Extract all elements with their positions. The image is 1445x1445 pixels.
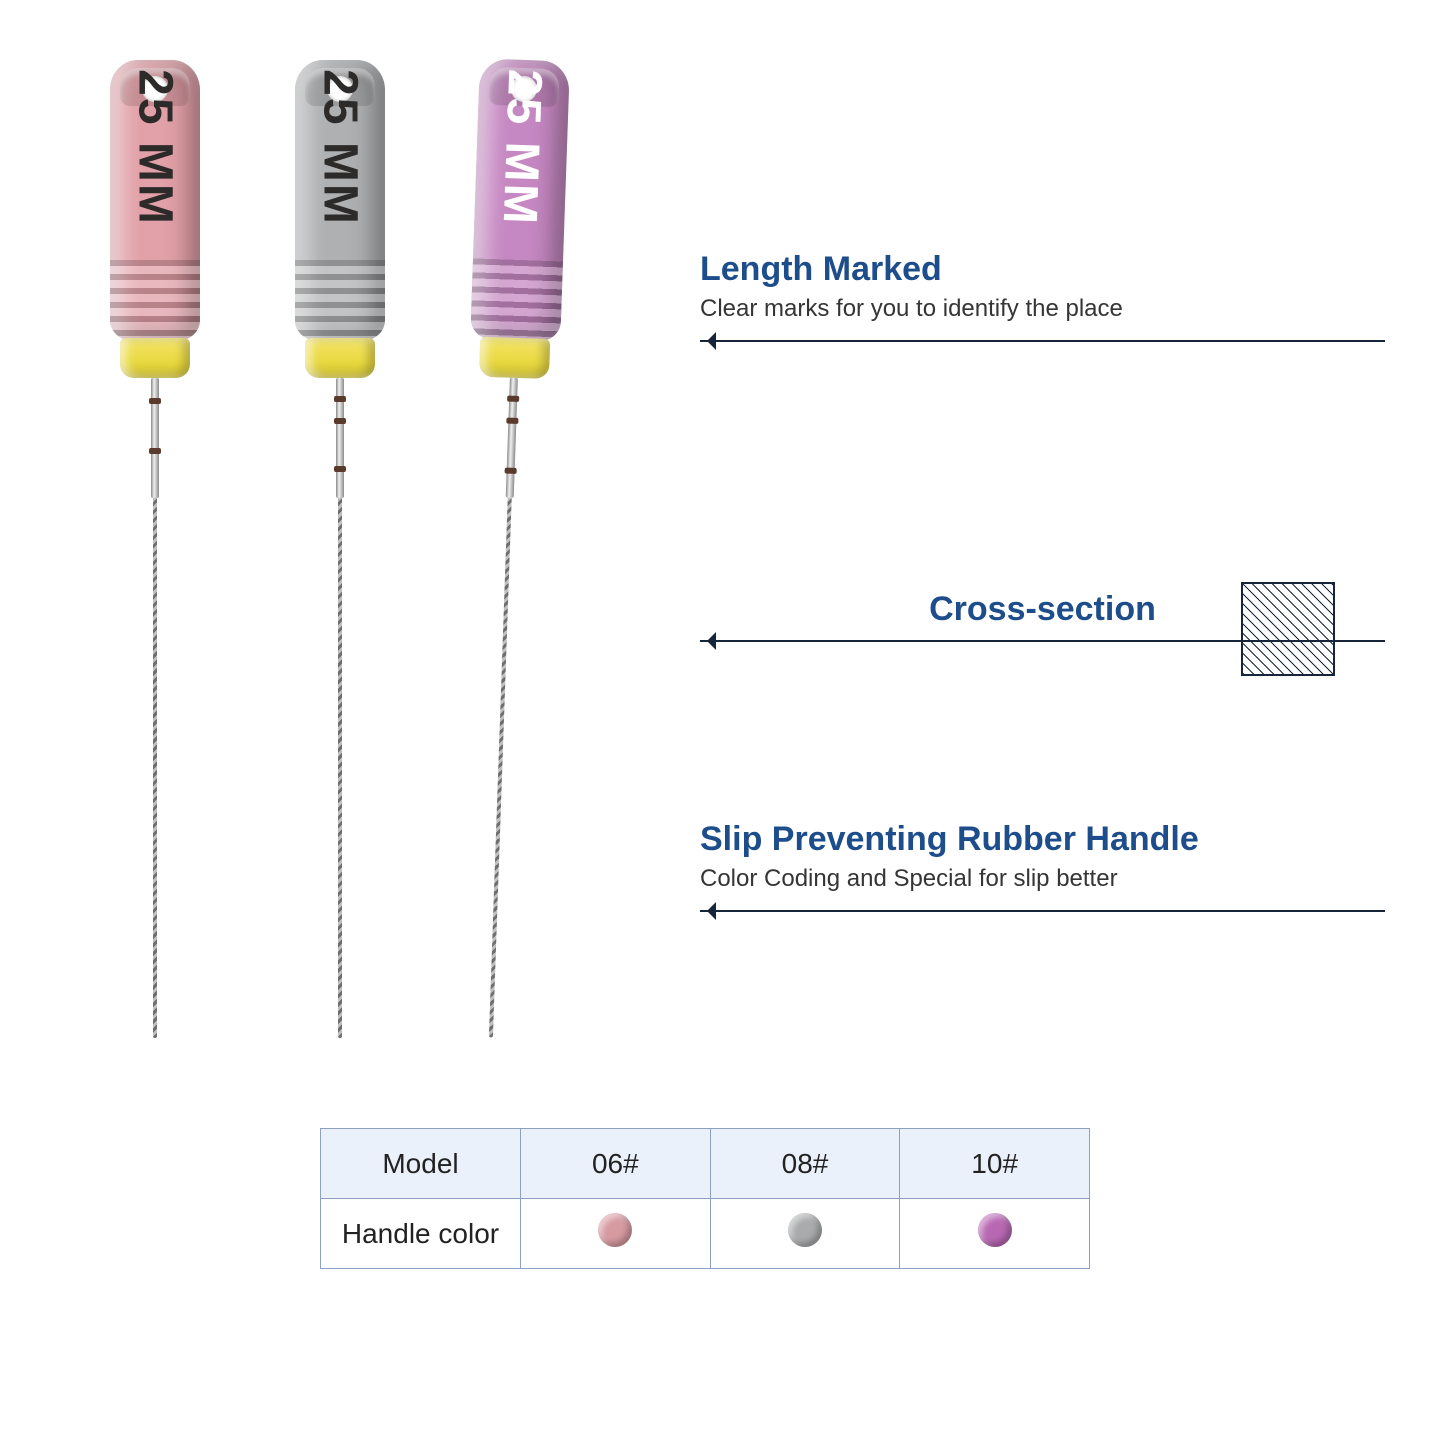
file-wire xyxy=(338,498,342,1038)
callout-length-marked: Length Marked Clear marks for you to ide… xyxy=(700,250,1385,323)
file-08: 25 MM xyxy=(265,60,415,1070)
color-dot xyxy=(598,1213,632,1247)
row-label: Handle color xyxy=(321,1199,521,1269)
length-label: 25 MM xyxy=(313,69,368,226)
depth-band xyxy=(149,448,161,454)
collar xyxy=(305,338,375,378)
cell-color-08 xyxy=(710,1199,900,1269)
callout-title: Cross-section xyxy=(843,590,1243,629)
arrow-icon xyxy=(700,910,1385,912)
file-wire xyxy=(153,498,157,1038)
callout-subtitle: Color Coding and Special for slip better xyxy=(700,865,1385,893)
cell-color-06 xyxy=(521,1199,711,1269)
dental-files-group: 25 MM 25 MM 25 MM xyxy=(80,60,600,1070)
collar xyxy=(479,337,550,379)
depth-band xyxy=(334,466,346,472)
length-label: 25 MM xyxy=(492,68,552,227)
color-dot xyxy=(788,1213,822,1247)
arrow-icon xyxy=(700,340,1385,342)
shaft xyxy=(506,378,518,498)
handle-grip xyxy=(470,258,563,341)
file-10: 25 MM xyxy=(415,57,600,1072)
cross-section-swatch xyxy=(1241,582,1335,676)
shaft xyxy=(151,378,159,498)
th-08: 08# xyxy=(710,1129,900,1199)
model-color-table: Model 06# 08# 10# Handle color xyxy=(320,1128,1090,1269)
handle-06: 25 MM xyxy=(110,60,200,340)
depth-band xyxy=(334,396,346,402)
th-10: 10# xyxy=(900,1129,1090,1199)
depth-band xyxy=(334,418,346,424)
length-label: 25 MM xyxy=(128,69,183,226)
th-model: Model xyxy=(321,1129,521,1199)
handle-10: 25 MM xyxy=(470,58,570,341)
callout-slip-handle: Slip Preventing Rubber Handle Color Codi… xyxy=(700,820,1385,893)
shaft xyxy=(336,378,344,498)
handle-grip xyxy=(295,260,385,340)
color-dot xyxy=(978,1213,1012,1247)
file-06: 25 MM xyxy=(80,60,230,1070)
cell-color-10 xyxy=(900,1199,1090,1269)
depth-band xyxy=(505,468,517,474)
callout-title: Length Marked xyxy=(700,250,1385,289)
table-row: Handle color xyxy=(321,1199,1090,1269)
th-06: 06# xyxy=(521,1129,711,1199)
table-header-row: Model 06# 08# 10# xyxy=(321,1129,1090,1199)
callout-subtitle: Clear marks for you to identify the plac… xyxy=(700,295,1385,323)
depth-band xyxy=(506,418,518,424)
handle-08: 25 MM xyxy=(295,60,385,340)
handle-grip xyxy=(110,260,200,340)
depth-band xyxy=(507,396,519,402)
callout-title: Slip Preventing Rubber Handle xyxy=(700,820,1385,859)
file-wire xyxy=(489,498,512,1038)
depth-band xyxy=(149,398,161,404)
collar xyxy=(120,338,190,378)
